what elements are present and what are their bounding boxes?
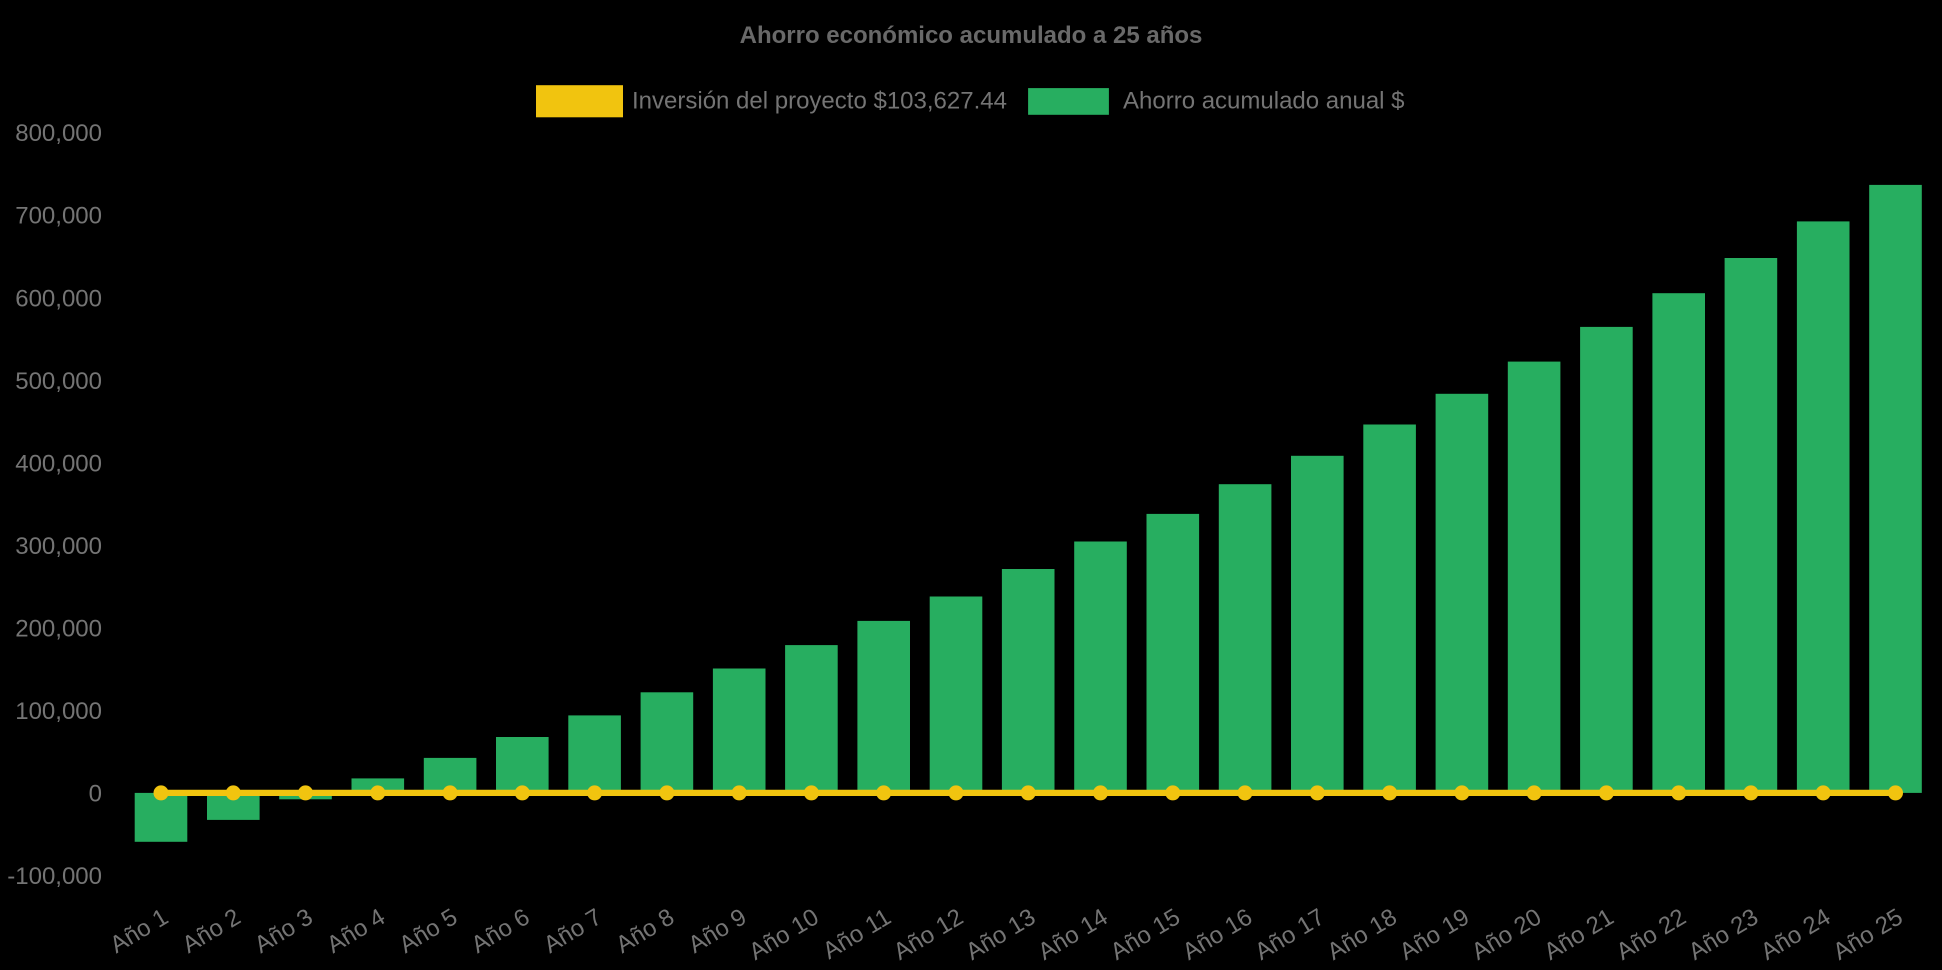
svg-text:Ahorro acumulado anual $: Ahorro acumulado anual $ [1123, 87, 1405, 114]
svg-text:-100,000: -100,000 [7, 863, 102, 890]
svg-text:0: 0 [89, 781, 102, 808]
svg-text:600,000: 600,000 [15, 285, 102, 312]
svg-text:800,000: 800,000 [15, 120, 102, 147]
svg-text:200,000: 200,000 [15, 616, 102, 643]
svg-text:500,000: 500,000 [15, 368, 102, 395]
svg-text:Ahorro económico acumulado a 2: Ahorro económico acumulado a 25 años [740, 22, 1203, 49]
svg-text:700,000: 700,000 [15, 203, 102, 230]
svg-text:300,000: 300,000 [15, 533, 102, 560]
svg-text:Inversión del proyecto $103,62: Inversión del proyecto $103,627.44 [632, 87, 1007, 114]
svg-text:400,000: 400,000 [15, 450, 102, 477]
svg-text:100,000: 100,000 [15, 698, 102, 725]
